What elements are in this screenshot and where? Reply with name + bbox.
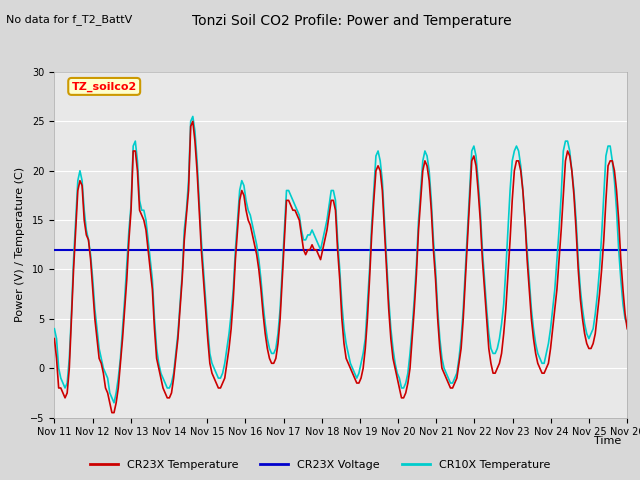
Y-axis label: Power (V) / Temperature (C): Power (V) / Temperature (C) xyxy=(15,167,25,323)
Text: No data for f_T2_BattV: No data for f_T2_BattV xyxy=(6,14,132,25)
Legend: CR23X Temperature, CR23X Voltage, CR10X Temperature: CR23X Temperature, CR23X Voltage, CR10X … xyxy=(86,456,554,474)
Text: Tonzi Soil CO2 Profile: Power and Temperature: Tonzi Soil CO2 Profile: Power and Temper… xyxy=(192,14,512,28)
Text: Time: Time xyxy=(593,436,621,446)
Text: TZ_soilco2: TZ_soilco2 xyxy=(72,81,137,92)
